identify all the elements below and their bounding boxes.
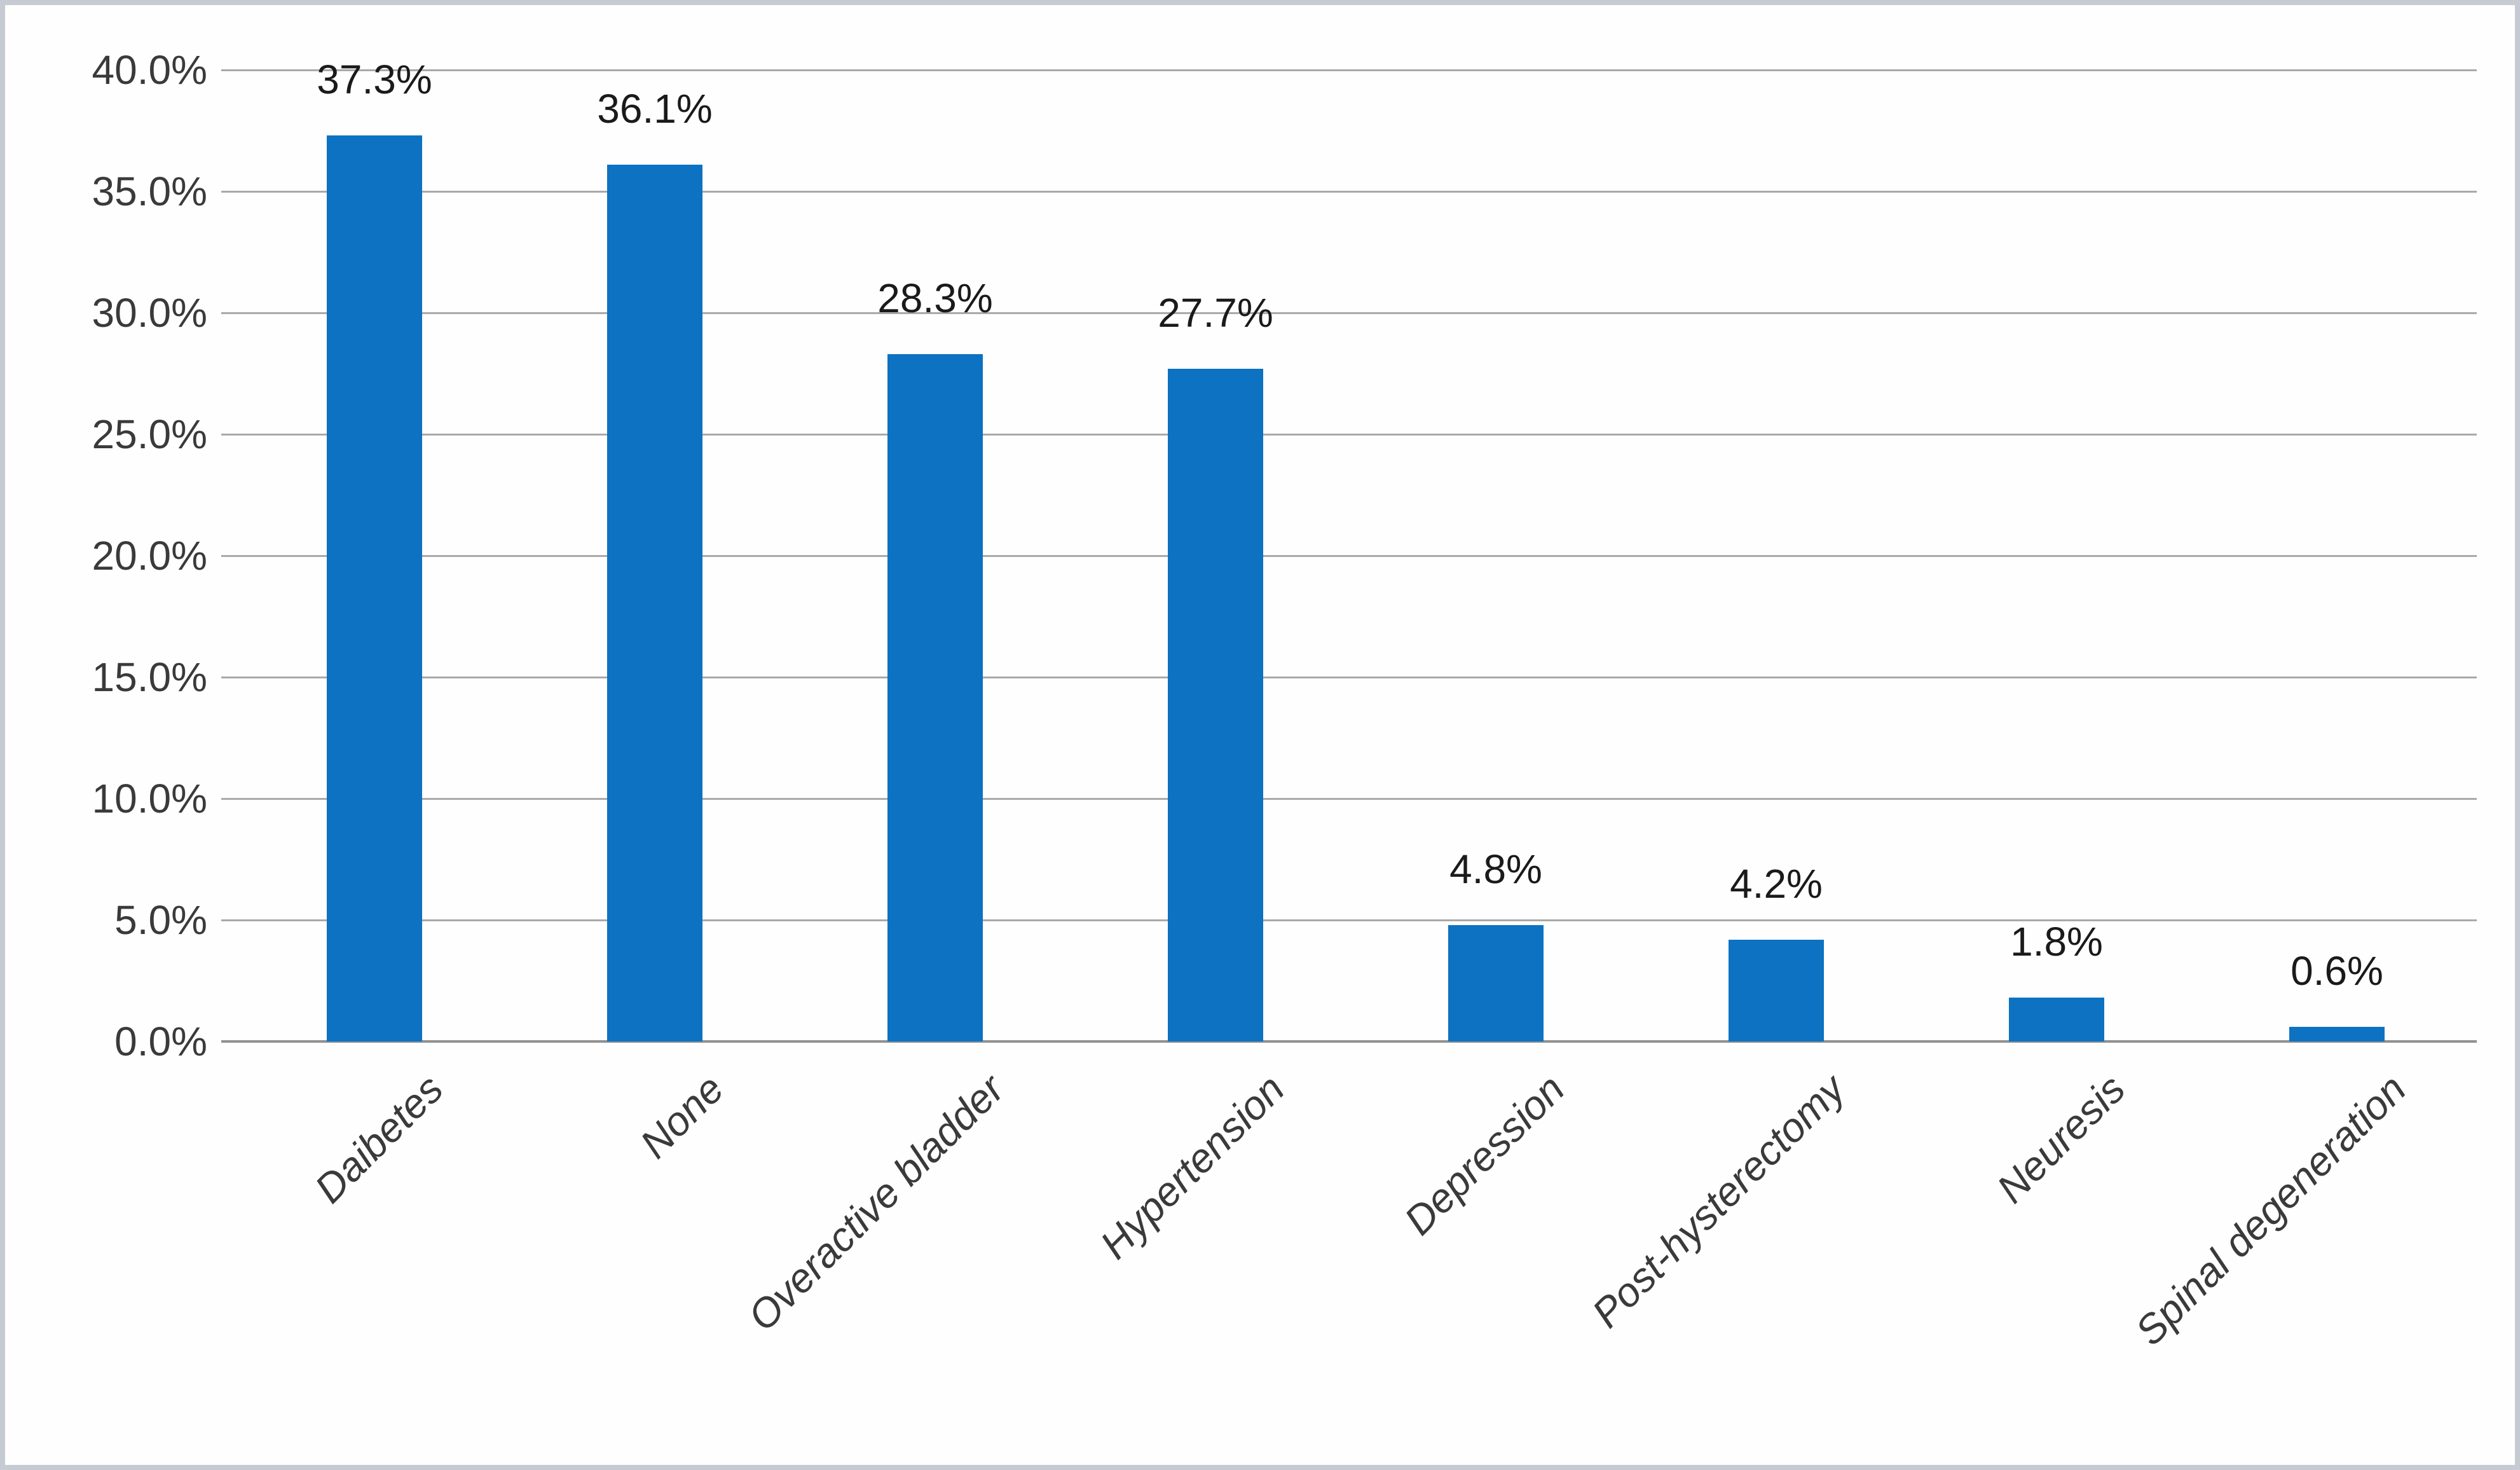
y-tick-label: 5.0% [114,897,207,943]
gridline [221,919,2477,921]
x-tick-label: Hypertension [1091,1066,1294,1268]
bar-value-label: 4.2% [1730,861,1823,907]
y-tick-label: 40.0% [92,47,207,93]
plot-area: 37.3% 36.1% 28.3% 27.7% 4.8% 4.2% 1.8% 0.6% [221,57,2477,1043]
bar-value-label: 37.3% [317,57,432,102]
bar [607,165,702,1041]
y-axis: 40.0% 35.0% 30.0% 25.0% 20.0% 15.0% 10.0% 5.0% 0… [5,5,207,1465]
gridline [221,434,2477,436]
bar-value-label: 27.7% [1158,290,1273,336]
x-tick-label: None [631,1066,733,1167]
gridline [221,69,2477,71]
y-tick-label: 15.0% [92,654,207,700]
y-tick-label: 35.0% [92,168,207,214]
y-tick-label: 25.0% [92,411,207,457]
gridline [221,677,2477,678]
bar [2289,1027,2385,1041]
y-tick-label: 30.0% [92,290,207,336]
bar [1168,369,1263,1041]
bar [2009,998,2104,1041]
y-tick-label: 10.0% [92,776,207,821]
bar [1448,925,1544,1041]
bar-value-label: 4.8% [1449,846,1542,892]
gridline [221,312,2477,314]
bar-value-label: 28.3% [877,275,993,321]
x-tick-label: Overactive bladder [739,1066,1013,1340]
y-tick-label: 20.0% [92,533,207,579]
gridline [221,555,2477,557]
x-tick-label: Daibetes [306,1066,453,1212]
bar [887,354,983,1041]
y-tick-label: 0.0% [114,1019,207,1064]
bar-value-label: 36.1% [597,86,713,132]
gridline [221,191,2477,193]
x-axis-line [221,1040,2477,1043]
x-tick-label: Neuresis [1988,1066,2135,1212]
bar [1729,940,1824,1041]
bar [327,135,422,1041]
x-axis: Daibetes None Overactive bladder Hypertensi… [234,1055,2477,1465]
gridline [221,798,2477,800]
x-tick-label: Depression [1395,1066,1574,1244]
bar-value-label: 0.6% [2291,948,2383,994]
x-tick-label: Post-hysterectomy [1583,1066,1854,1336]
x-tick-label: Spinal degeneration [2126,1066,2415,1354]
bar-value-label: 1.8% [2010,919,2103,965]
